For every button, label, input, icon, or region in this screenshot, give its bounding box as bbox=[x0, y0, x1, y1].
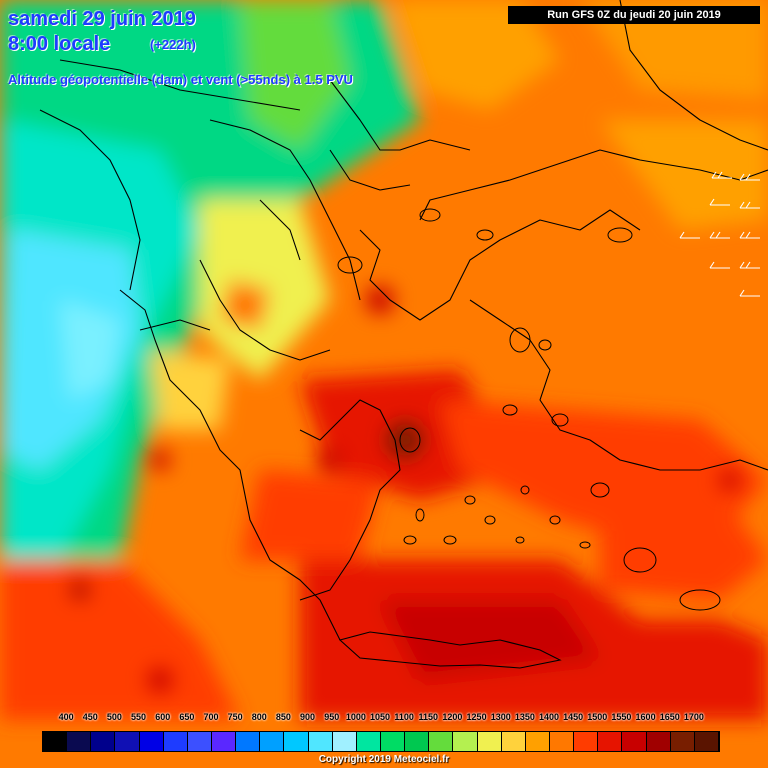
legend-label: 1150 bbox=[418, 712, 439, 722]
legend-swatch bbox=[477, 732, 502, 751]
forecast-time: 8:00 locale bbox=[8, 33, 111, 55]
parameter-description: Altitude géopotentielle (dam) et vent (>… bbox=[8, 72, 353, 87]
legend-swatch bbox=[236, 732, 261, 751]
wind-barb-icon bbox=[739, 201, 760, 209]
legend-label: 800 bbox=[251, 712, 267, 722]
legend-label: 850 bbox=[275, 712, 291, 722]
legend-label: 450 bbox=[82, 712, 98, 722]
wind-barb-icon bbox=[709, 231, 730, 239]
legend-label: 1200 bbox=[442, 712, 463, 722]
legend-label: 1250 bbox=[466, 712, 487, 722]
legend-swatch bbox=[574, 732, 599, 751]
wind-barb-icon bbox=[739, 231, 760, 239]
legend-label: 1100 bbox=[394, 712, 414, 722]
legend-swatch bbox=[91, 732, 116, 751]
legend-label: 600 bbox=[155, 712, 171, 722]
legend-label: 750 bbox=[227, 712, 243, 722]
legend-swatch bbox=[549, 732, 575, 751]
legend-swatch bbox=[211, 732, 237, 751]
legend-label: 900 bbox=[300, 712, 316, 722]
forecast-lead-time: (+222h) bbox=[150, 37, 196, 52]
legend-swatch bbox=[622, 732, 647, 751]
legend-swatch bbox=[356, 732, 381, 751]
legend-label: 1300 bbox=[490, 712, 511, 722]
legend-swatch bbox=[284, 732, 309, 751]
color-scale-bar bbox=[42, 731, 720, 752]
legend-label: 1350 bbox=[514, 712, 535, 722]
legend-swatch bbox=[453, 732, 478, 751]
wind-barb-icon bbox=[739, 289, 760, 297]
forecast-date: samedi 29 juin 2019 bbox=[8, 8, 196, 30]
legend-swatch bbox=[163, 732, 188, 751]
wind-barb-icon bbox=[711, 171, 732, 179]
legend-swatch bbox=[260, 732, 285, 751]
legend-swatch bbox=[694, 732, 719, 751]
legend-label: 1700 bbox=[683, 712, 704, 722]
legend-label: 700 bbox=[203, 712, 219, 722]
legend-swatch bbox=[115, 732, 140, 751]
legend-swatch bbox=[187, 732, 212, 751]
legend-swatch bbox=[139, 732, 164, 751]
legend-label: 1050 bbox=[369, 712, 391, 722]
legend-label: 950 bbox=[324, 712, 340, 722]
model-run-label: Run GFS 0Z du jeudi 20 juin 2019 bbox=[508, 6, 760, 24]
legend-label: 1650 bbox=[659, 712, 680, 722]
legend-swatch bbox=[501, 732, 526, 751]
legend-swatch bbox=[308, 732, 333, 751]
legend-label: 1450 bbox=[563, 712, 584, 722]
legend-label: 1400 bbox=[538, 712, 560, 722]
legend-label: 1550 bbox=[611, 712, 632, 722]
legend-label: 400 bbox=[58, 712, 74, 722]
legend-labels: 400 450 500 550 600 650 700 750 800 850 900 950 1000… bbox=[42, 712, 742, 726]
legend-label: 1500 bbox=[587, 712, 608, 722]
wind-barb-icon bbox=[739, 173, 760, 181]
wind-barb-icon bbox=[679, 231, 700, 239]
legend-swatch bbox=[43, 732, 68, 751]
legend-swatch bbox=[67, 732, 92, 751]
legend-swatch bbox=[525, 732, 550, 751]
legend-label: 550 bbox=[131, 712, 147, 722]
wind-barb-icon bbox=[709, 261, 730, 269]
copyright-text: Copyright 2019 Meteociel.fr bbox=[318, 754, 450, 765]
wind-barb-icon bbox=[739, 261, 760, 269]
legend-swatch bbox=[405, 732, 430, 751]
legend-label: 500 bbox=[106, 712, 122, 722]
legend-swatch bbox=[380, 732, 406, 751]
legend-swatch bbox=[598, 732, 623, 751]
legend-swatch bbox=[670, 732, 695, 751]
legend-swatch bbox=[332, 732, 357, 751]
legend-label: 650 bbox=[179, 712, 195, 722]
legend-label: 1000 bbox=[345, 712, 366, 722]
legend-swatch bbox=[646, 732, 671, 751]
legend-label: 1600 bbox=[635, 712, 656, 722]
legend-swatch bbox=[429, 732, 454, 751]
wind-barb-icon bbox=[709, 198, 730, 206]
